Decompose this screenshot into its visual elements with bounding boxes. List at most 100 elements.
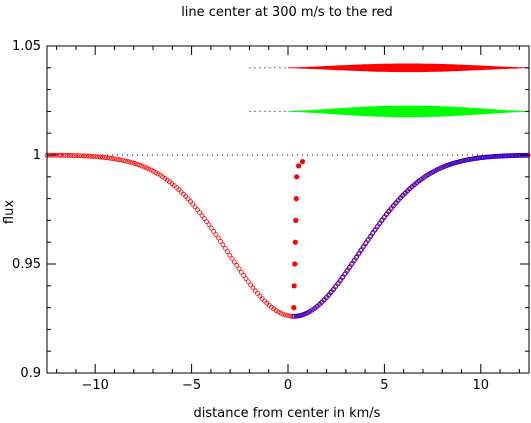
data-point bbox=[190, 201, 196, 207]
plot-area bbox=[44, 63, 531, 319]
x-axis-label: distance from center in km/s bbox=[194, 406, 381, 421]
data-point bbox=[379, 218, 385, 224]
data-point bbox=[492, 154, 498, 159]
data-point bbox=[144, 165, 149, 171]
data-point bbox=[93, 154, 98, 160]
data-point bbox=[83, 153, 89, 159]
series-0 bbox=[44, 152, 531, 319]
data-point bbox=[107, 155, 112, 161]
data-point bbox=[508, 153, 514, 159]
data-point bbox=[139, 163, 145, 169]
data-point bbox=[346, 265, 352, 271]
data-point bbox=[185, 196, 191, 202]
data-point bbox=[120, 158, 126, 163]
data-point bbox=[386, 209, 392, 215]
data-point bbox=[86, 153, 92, 159]
data-point bbox=[63, 152, 68, 158]
data-point bbox=[349, 261, 355, 267]
data-point bbox=[255, 291, 260, 296]
bisector-point bbox=[293, 196, 299, 202]
data-point bbox=[328, 290, 334, 295]
data-point bbox=[464, 157, 470, 163]
data-point bbox=[335, 281, 341, 287]
data-point bbox=[427, 171, 433, 176]
difference-band-1 bbox=[288, 105, 529, 118]
y-tick-label: 1 bbox=[33, 148, 41, 163]
bisector-point bbox=[292, 239, 298, 245]
data-point bbox=[337, 278, 343, 284]
data-point bbox=[344, 268, 350, 274]
data-point bbox=[194, 207, 200, 213]
data-point bbox=[70, 153, 75, 158]
data-point bbox=[474, 155, 479, 161]
bisector-point bbox=[299, 158, 306, 165]
data-point bbox=[134, 161, 140, 167]
chart-title: line center at 300 m/s to the red bbox=[181, 5, 393, 20]
data-point bbox=[148, 167, 154, 173]
data-point bbox=[109, 156, 115, 161]
data-point bbox=[90, 154, 96, 159]
data-point bbox=[213, 232, 219, 238]
data-point bbox=[278, 310, 284, 316]
data-point bbox=[236, 266, 242, 272]
data-point bbox=[201, 216, 207, 221]
y-tick-label: 0.9 bbox=[20, 366, 41, 381]
data-point bbox=[488, 154, 493, 160]
data-point bbox=[206, 222, 212, 228]
y-tick-label: 1.05 bbox=[12, 39, 41, 54]
data-point bbox=[104, 155, 110, 161]
data-point bbox=[360, 244, 366, 250]
data-point bbox=[127, 159, 133, 165]
data-point bbox=[439, 165, 445, 170]
data-point bbox=[381, 215, 387, 220]
data-point bbox=[141, 164, 147, 170]
data-point bbox=[471, 156, 477, 162]
data-point bbox=[511, 153, 516, 158]
data-point bbox=[81, 153, 87, 159]
y-tick-label: 0.95 bbox=[12, 257, 41, 272]
data-point bbox=[146, 166, 152, 172]
data-point bbox=[305, 310, 311, 316]
data-point bbox=[58, 152, 64, 158]
data-point bbox=[339, 275, 345, 280]
data-point bbox=[367, 234, 373, 240]
data-point bbox=[197, 210, 203, 215]
data-point bbox=[262, 298, 267, 304]
data-point bbox=[188, 199, 193, 204]
data-point bbox=[227, 252, 233, 258]
bisector-point bbox=[293, 217, 299, 223]
data-point bbox=[353, 255, 359, 260]
data-point bbox=[252, 288, 258, 294]
x-tick-label: −5 bbox=[182, 378, 201, 393]
bisector-point bbox=[294, 174, 300, 180]
x-tick-label: 0 bbox=[284, 378, 292, 393]
data-point bbox=[211, 228, 216, 234]
data-point bbox=[513, 153, 519, 158]
data-point bbox=[358, 248, 364, 253]
data-point bbox=[79, 153, 85, 159]
data-point bbox=[298, 313, 304, 318]
data-point bbox=[130, 160, 136, 166]
data-point bbox=[504, 153, 510, 159]
data-point bbox=[225, 249, 230, 255]
data-point bbox=[478, 155, 484, 161]
data-point bbox=[296, 313, 301, 319]
data-point bbox=[300, 312, 306, 318]
data-point bbox=[293, 313, 299, 319]
data-point bbox=[132, 161, 138, 166]
data-point bbox=[125, 159, 131, 164]
data-point bbox=[302, 311, 308, 317]
data-point bbox=[469, 156, 475, 162]
data-point bbox=[72, 153, 78, 159]
data-point bbox=[199, 213, 205, 218]
data-point bbox=[374, 224, 380, 230]
data-point bbox=[370, 231, 375, 236]
data-point bbox=[481, 155, 486, 160]
series-1 bbox=[291, 152, 530, 319]
x-tick-label: −10 bbox=[81, 378, 108, 393]
data-point bbox=[437, 166, 442, 172]
data-point bbox=[441, 164, 447, 170]
data-point bbox=[494, 153, 500, 159]
data-point bbox=[204, 219, 210, 225]
data-point bbox=[97, 154, 103, 160]
